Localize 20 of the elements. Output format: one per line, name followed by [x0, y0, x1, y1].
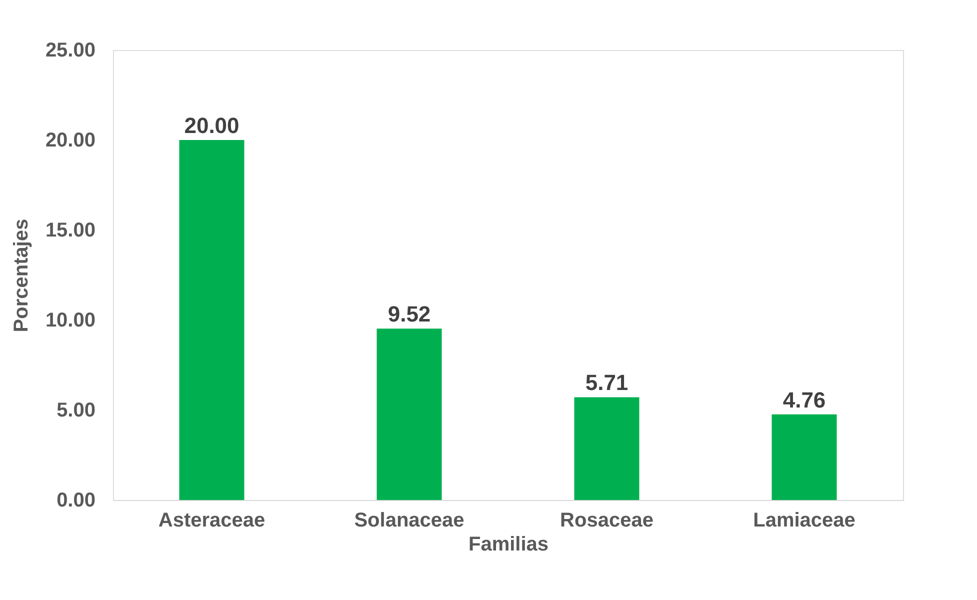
data-label: 20.00: [184, 113, 240, 138]
bar: [376, 328, 442, 500]
data-label: 4.76: [782, 387, 826, 412]
x-tick-label: Rosaceae: [560, 510, 654, 532]
bar: [574, 397, 640, 500]
y-axis-title: Porcentajes: [10, 218, 32, 332]
data-label: 5.71: [585, 370, 628, 396]
x-tick-label: Lamiaceae: [753, 510, 856, 532]
y-tick-label: 10.00: [45, 310, 96, 332]
x-tick-label: Asteraceae: [158, 510, 266, 532]
y-tick-label: 15.00: [45, 220, 96, 242]
y-tick-label: 0.00: [56, 490, 96, 512]
y-tick-label: 5.00: [56, 400, 96, 422]
x-axis-title: Familias: [468, 534, 549, 556]
data-label: 9.52: [388, 302, 431, 327]
y-tick-label: 25.00: [45, 40, 96, 62]
y-tick-label: 20.00: [45, 130, 96, 152]
bar: [179, 140, 244, 500]
x-tick-label: Solanaceae: [354, 510, 464, 532]
bar: [772, 414, 837, 500]
